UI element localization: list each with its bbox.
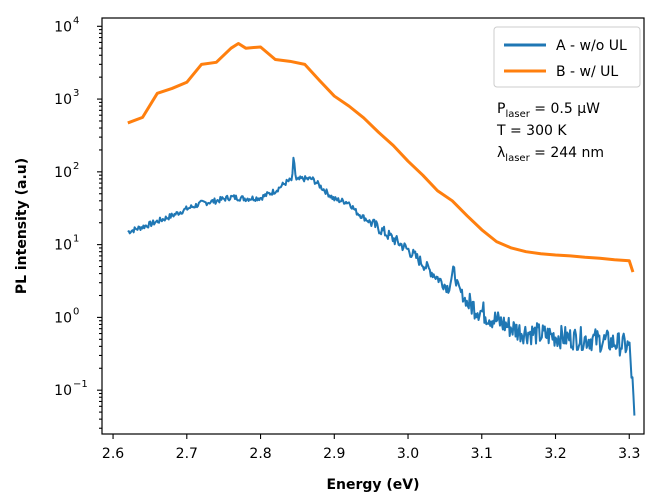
x-tick-label: 3.0 <box>397 446 419 462</box>
y-tick-label: 10 <box>54 238 72 254</box>
x-tick-label: 3.2 <box>544 446 566 462</box>
series-line <box>127 42 635 273</box>
x-axis-title: Energy (eV) <box>326 477 419 493</box>
plot-frame <box>101 17 645 435</box>
measurement-annotations: Plaser = 0.5 µW T = 300 K λlaser = 244 nm <box>496 101 604 164</box>
annotation-line: Plaser = 0.5 µW <box>497 101 600 120</box>
x-tick-label: 2.7 <box>176 446 198 462</box>
y-tick-exponent: 4 <box>73 15 79 26</box>
annotation-line: λlaser = 244 nm <box>497 145 604 164</box>
x-tick-label: 2.9 <box>323 446 345 462</box>
y-tick-exponent: 0 <box>73 306 79 317</box>
legend-label-series-b: B - w/ UL <box>556 64 618 80</box>
y-tick-label: 10 <box>54 92 72 108</box>
y-tick-label: 10 <box>54 383 72 399</box>
x-tick-label: 3.3 <box>618 446 640 462</box>
x-tick-label: 2.8 <box>249 446 271 462</box>
x-tick-label: 3.1 <box>471 446 493 462</box>
y-tick-exponent: 1 <box>73 234 79 245</box>
y-axis-title: PL intensity (a.u) <box>14 158 30 294</box>
annotation-line: T = 300 K <box>496 123 567 139</box>
legend-label-series-a: A - w/o UL <box>556 38 627 54</box>
legend: A - w/o UL B - w/ UL <box>493 26 641 88</box>
x-tick-label: 2.6 <box>102 446 124 462</box>
series-line <box>127 156 636 416</box>
y-tick-exponent: 2 <box>73 161 79 172</box>
y-tick-label: 10 <box>54 165 72 181</box>
y-tick-exponent: 3 <box>73 88 79 99</box>
y-tick-exponent: −1 <box>73 379 88 390</box>
y-tick-label: 10 <box>54 19 72 35</box>
y-tick-label: 10 <box>54 310 72 326</box>
